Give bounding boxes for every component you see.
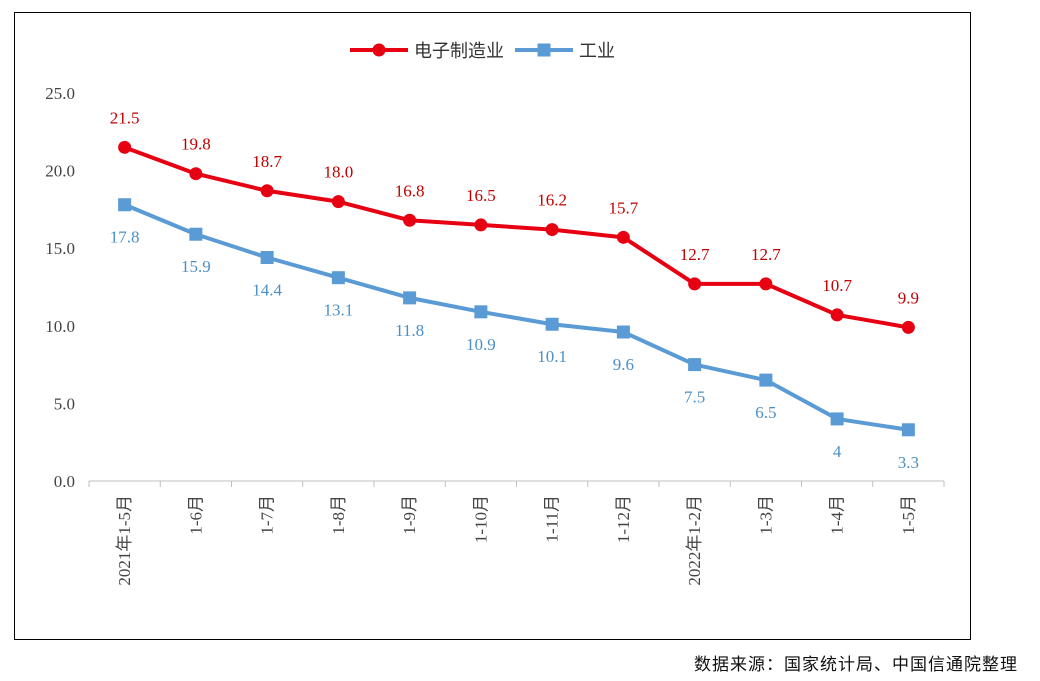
x-tick-label: 1-8月 [329, 495, 348, 535]
data-point [830, 412, 844, 426]
y-tick-label: 0.0 [54, 472, 75, 491]
data-point [616, 230, 630, 244]
y-tick-label: 10.0 [45, 317, 75, 336]
data-label: 14.4 [252, 281, 282, 300]
data-point [759, 277, 773, 291]
y-tick-label: 25.0 [45, 84, 75, 103]
chart-frame: 0.0 5.0 10.0 15.0 20.0 25.0 2021年1-5月 1-6月 1-7月 1… [14, 12, 971, 640]
data-label: 21.5 [110, 108, 140, 127]
y-tick-label: 15.0 [45, 239, 75, 258]
data-label: 16.2 [537, 191, 567, 210]
data-point [118, 198, 132, 212]
data-label: 10.7 [822, 276, 852, 295]
legend-marker [372, 43, 386, 57]
data-point [189, 167, 203, 181]
data-point [403, 291, 417, 305]
data-label: 16.5 [466, 186, 496, 205]
data-label: 12.7 [680, 245, 710, 264]
data-point [260, 251, 274, 265]
data-point [688, 277, 702, 291]
data-label: 19.8 [181, 135, 211, 154]
series-line-0 [123, 145, 909, 330]
source-note: 数据来源：国家统计局、中国信通院整理 [694, 655, 1018, 675]
data-label: 3.3 [898, 453, 919, 472]
data-point [260, 184, 274, 198]
data-label: 10.9 [466, 335, 496, 354]
x-tick-label: 1-11月 [543, 495, 562, 543]
x-tick-label: 1-6月 [186, 495, 205, 535]
data-label: 16.8 [395, 181, 425, 200]
y-tick-label: 20.0 [45, 162, 75, 181]
data-point [403, 213, 417, 227]
data-point [118, 140, 132, 154]
data-point [901, 320, 915, 334]
data-label: 10.1 [537, 347, 567, 366]
data-label: 9.6 [613, 355, 634, 374]
data-label: 4 [833, 442, 842, 461]
data-label: 15.9 [181, 257, 211, 276]
data-label: 18.7 [252, 152, 282, 171]
data-point [545, 317, 559, 331]
x-tick-label: 1-3月 [756, 495, 775, 535]
x-tick-label: 2022年1-2月 [685, 495, 704, 586]
legend-label: 电子制造业 [414, 41, 504, 62]
data-label: 13.1 [324, 301, 354, 320]
data-label: 9.9 [898, 288, 919, 307]
data-point [331, 271, 345, 285]
data-point [474, 218, 488, 232]
data-label: 15.7 [609, 198, 639, 217]
x-tick-label: 1-10月 [471, 495, 490, 543]
data-point [189, 227, 203, 241]
x-tick-label: 1-12月 [614, 495, 633, 543]
series-line-1 [123, 202, 909, 432]
data-point [331, 195, 345, 209]
x-tick-label: 2021年1-5月 [115, 495, 134, 586]
data-label: 6.5 [755, 403, 776, 422]
legend-marker [537, 43, 551, 57]
data-point [616, 325, 630, 339]
line-chart: 0.0 5.0 10.0 15.0 20.0 25.0 2021年1-5月 1-6月 1-7月 1… [45, 41, 945, 586]
x-tick-label: 1-9月 [400, 495, 419, 535]
data-label: 17.8 [110, 228, 140, 247]
data-label: 11.8 [395, 321, 424, 340]
data-point [545, 223, 559, 237]
legend-label: 工业 [579, 41, 615, 62]
data-point [830, 308, 844, 322]
data-point [474, 305, 488, 319]
data-label: 18.0 [324, 163, 354, 182]
x-tick-label: 1-7月 [258, 495, 277, 535]
data-label: 12.7 [751, 245, 781, 264]
data-label: 7.5 [684, 388, 705, 407]
data-point [688, 358, 702, 372]
x-tick-label: 1-5月 [899, 495, 918, 535]
y-tick-label: 5.0 [54, 394, 75, 413]
data-point [759, 373, 773, 387]
x-tick-label: 1-4月 [828, 495, 847, 535]
data-point [901, 423, 915, 437]
